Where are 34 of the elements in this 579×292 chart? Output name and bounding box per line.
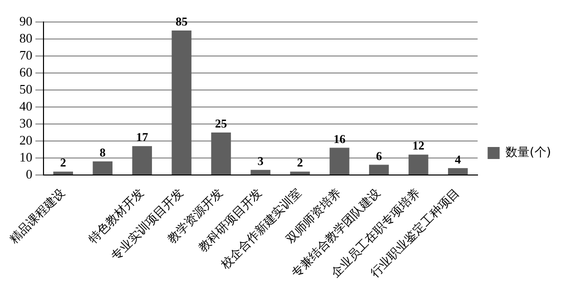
legend-label: 数量(个) bbox=[506, 145, 552, 160]
bar bbox=[132, 146, 152, 174]
y-tick-label: 50 bbox=[19, 81, 32, 96]
y-tick-label: 70 bbox=[19, 47, 32, 62]
data-label: 8 bbox=[100, 145, 106, 160]
data-label: 16 bbox=[333, 132, 346, 146]
data-label: 12 bbox=[412, 138, 424, 153]
data-label: 2 bbox=[296, 156, 303, 170]
bar bbox=[92, 161, 112, 174]
bar bbox=[448, 168, 468, 174]
y-tick-label: 90 bbox=[19, 13, 32, 28]
data-label: 85 bbox=[176, 14, 188, 29]
y-tick-label: 20 bbox=[19, 132, 32, 148]
data-label: 6 bbox=[376, 148, 382, 163]
y-tick-label: 0 bbox=[26, 166, 32, 182]
bar bbox=[172, 30, 192, 174]
bar bbox=[53, 172, 74, 174]
data-label: 25 bbox=[215, 116, 228, 131]
x-tick-label: 精品课程建设 bbox=[6, 185, 68, 246]
data-label: 17 bbox=[136, 130, 148, 144]
bar bbox=[369, 164, 389, 174]
bar bbox=[290, 172, 310, 174]
bar bbox=[211, 132, 231, 174]
data-label: 4 bbox=[454, 152, 461, 166]
bar bbox=[330, 148, 350, 174]
y-tick-label: 10 bbox=[19, 149, 32, 164]
y-tick-label: 30 bbox=[19, 115, 32, 130]
data-label: 2 bbox=[60, 156, 66, 170]
y-tick-label: 80 bbox=[19, 30, 32, 46]
bar bbox=[250, 170, 270, 174]
y-tick-label: 60 bbox=[19, 64, 32, 80]
bar bbox=[408, 154, 428, 174]
data-label: 3 bbox=[258, 154, 264, 168]
y-tick-label: 40 bbox=[19, 98, 32, 114]
